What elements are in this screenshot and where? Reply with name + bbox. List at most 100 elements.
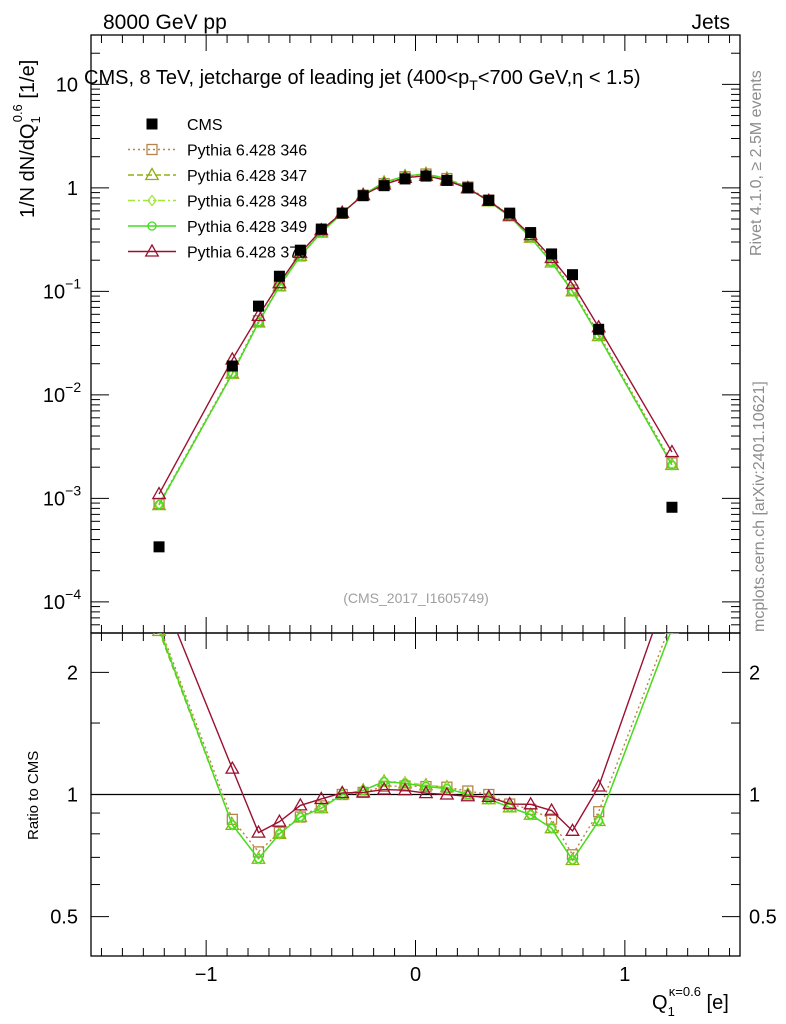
data-point-cms <box>357 190 369 202</box>
ratio-tick-label: 2 <box>67 662 78 684</box>
ratio-point-4 <box>525 810 536 820</box>
ratio-point-5 <box>591 778 607 792</box>
data-point-cms <box>441 174 453 186</box>
ratio-point-3 <box>155 622 163 632</box>
ratio-tick-label-right: 0.5 <box>749 907 777 929</box>
ratio-point-5 <box>272 813 287 827</box>
ratio-point-5 <box>523 796 539 810</box>
ratio-point-4 <box>295 812 306 822</box>
ratio-point-5 <box>666 572 679 583</box>
legend-marker-cms <box>146 118 158 130</box>
ratio-series <box>151 572 680 867</box>
ratio-point-5 <box>313 791 329 805</box>
ratio-tick-label-right: 1 <box>749 785 760 807</box>
series-point-5 <box>251 308 266 321</box>
legend-label-1: Pythia 6.428 346 <box>187 143 307 160</box>
x-tick-label: −1 <box>195 964 218 986</box>
axis-ticks: −1 0 1 10−4 10−3 10−2 10−1 1 10 0.5 0.5 1 1 2 2 <box>43 34 777 986</box>
series-point-5 <box>565 276 580 290</box>
ratio-point-3 <box>593 814 604 828</box>
data-point-cms <box>153 541 165 553</box>
data-point-cms <box>525 227 537 239</box>
ratio-point-4 <box>253 854 264 864</box>
y-tick-label: 10−2 <box>43 379 81 407</box>
ratio-point-5 <box>376 781 392 795</box>
ratio-point-1 <box>154 620 164 630</box>
legend-label-2: Pythia 6.428 347 <box>187 168 307 185</box>
ratio-point-5 <box>502 796 518 810</box>
series-point-4 <box>667 460 677 470</box>
data-point-cms <box>315 223 327 235</box>
series-point-3 <box>227 367 238 380</box>
data-point-cms <box>273 270 285 282</box>
ratio-point-4 <box>670 633 674 634</box>
ratio-point-4 <box>379 776 389 787</box>
header-energy-label: 8000 GeV pp <box>103 11 227 34</box>
series-point-3 <box>667 458 677 472</box>
ratio-point-2 <box>151 633 167 637</box>
ratio-point-4 <box>594 816 604 826</box>
y-tick-label: 10−3 <box>43 482 81 510</box>
ratio-point-4 <box>316 803 326 813</box>
legend-label-4: Pythia 6.428 349 <box>187 219 307 236</box>
data-point-cms <box>593 323 605 335</box>
ratio-point-5 <box>292 797 308 811</box>
data-point-cms <box>462 182 474 194</box>
legend-marker-4 <box>147 221 157 231</box>
ratio-point-4 <box>227 820 237 830</box>
ratio-point-4 <box>484 794 494 804</box>
data-point-cms <box>666 501 678 513</box>
x-tick-label: 1 <box>619 964 630 986</box>
ratio-point-5 <box>334 785 350 799</box>
data-point-cms <box>294 244 306 256</box>
ratio-tick-label: 0.5 <box>50 907 78 929</box>
legend-label-5: Pythia 6.428 370 <box>187 245 307 262</box>
ratio-point-5 <box>153 581 166 592</box>
ratio-point-3 <box>463 788 473 801</box>
ratio-point-4 <box>400 778 410 788</box>
ratio-point-3 <box>567 853 578 867</box>
data-point-cms <box>226 360 238 372</box>
y-axis-label: 1/N dN/dQ10.6 [1/e] <box>10 60 43 218</box>
legend-marker-3 <box>147 194 157 207</box>
ratio-point-5 <box>418 785 434 799</box>
data-point-cms <box>504 207 516 219</box>
data-point-cms <box>567 269 579 281</box>
series-point-3 <box>567 285 578 298</box>
ratio-point-5 <box>565 823 580 836</box>
data-point-cms <box>399 173 411 185</box>
data-point-cms <box>378 180 390 192</box>
ratio-point-5 <box>355 784 371 798</box>
ratio-point-3 <box>670 633 674 635</box>
data-point-cms <box>546 248 558 260</box>
ratio-point-3 <box>227 818 238 831</box>
data-point-cms <box>252 300 264 312</box>
x-axis-label: Q1κ=0.6 [e] <box>652 984 729 1019</box>
analysis-watermark: (CMS_2017_I1605749) <box>343 590 489 606</box>
rivet-version-label: Rivet 4.1.0, ≥ 2.5M events <box>748 70 765 256</box>
ratio-point-5 <box>251 824 266 838</box>
ratio-point-5 <box>544 802 559 816</box>
ratio-point-4 <box>274 829 285 839</box>
ratio-point-4 <box>442 783 452 794</box>
ratio-point-2 <box>664 633 680 634</box>
ratio-point-5 <box>224 760 240 774</box>
data-points <box>153 170 678 553</box>
data-point-cms <box>420 170 432 182</box>
series-point-5 <box>664 444 680 458</box>
ratio-tick-label: 1 <box>67 785 78 807</box>
ratio-axis-label: Ratio to CMS <box>25 751 42 840</box>
data-point-cms <box>336 207 348 219</box>
legend-label-3: Pythia 6.428 348 <box>187 194 307 211</box>
header-category-label: Jets <box>691 11 730 34</box>
ratio-point-4 <box>567 855 578 865</box>
ratio-point-4 <box>421 781 431 792</box>
ratio-tick-label-right: 2 <box>749 662 760 684</box>
ratio-line-1 <box>161 633 668 857</box>
ratio-point-3 <box>253 852 264 865</box>
legend-marker-2 <box>144 167 160 181</box>
series-point-5 <box>151 486 167 500</box>
legend: CMS Pythia 6.428 346 Pythia 6.428 347 Pythi… <box>128 117 307 262</box>
